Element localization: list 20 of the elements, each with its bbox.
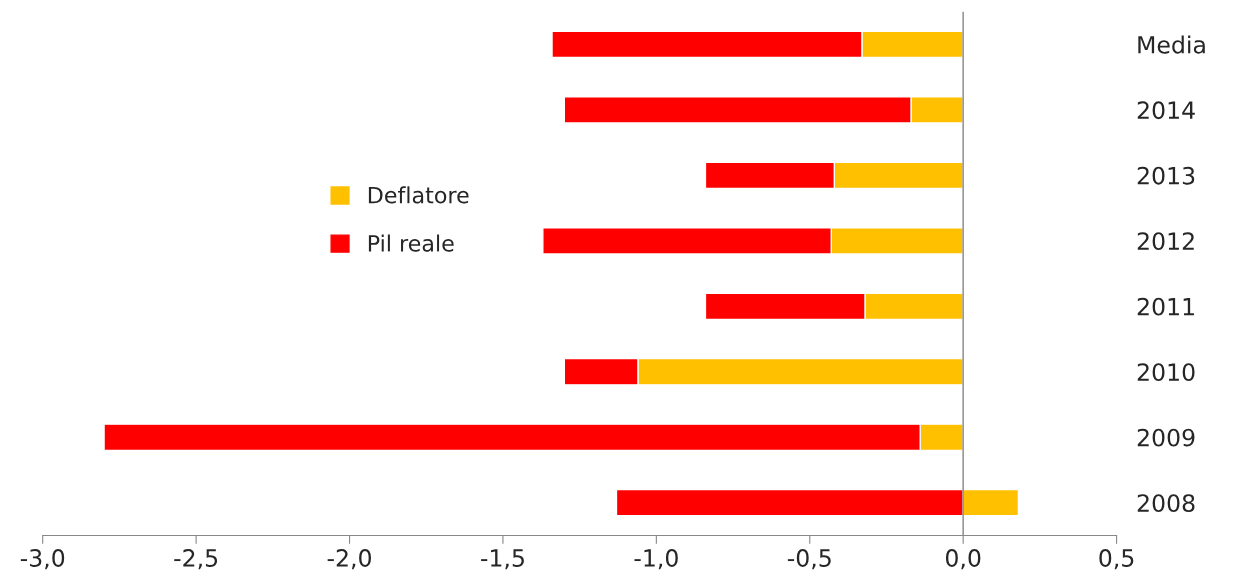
y-tick-label: 2010 [1137, 363, 1195, 382]
bar [962, 488, 1020, 517]
legend-label: Pil reale [368, 234, 454, 252]
x-tick-label: 0,0 [945, 549, 981, 570]
y-tick-label: 2009 [1137, 428, 1195, 447]
y-tick-label: 2011 [1137, 297, 1194, 316]
x-tick-label: -1,5 [481, 549, 524, 570]
x-tick-label: -0,5 [787, 549, 831, 570]
x-tick-label: -2,0 [327, 549, 371, 570]
bar [615, 488, 964, 517]
y-tick-label: 2012 [1137, 232, 1194, 251]
y-tick-label: 2014 [1137, 101, 1195, 120]
y-tick-label: 2013 [1137, 166, 1195, 185]
x-tick-label: 0,5 [1099, 549, 1134, 570]
legend-label: Deflatore [368, 186, 469, 204]
y-tick-label: 2008 [1137, 494, 1195, 513]
x-tick-label: -2,5 [174, 549, 218, 570]
x-tick-label: -3,0 [20, 549, 65, 570]
y-tick-label: Media [1138, 35, 1205, 54]
x-tick-label: -1,0 [634, 549, 678, 570]
